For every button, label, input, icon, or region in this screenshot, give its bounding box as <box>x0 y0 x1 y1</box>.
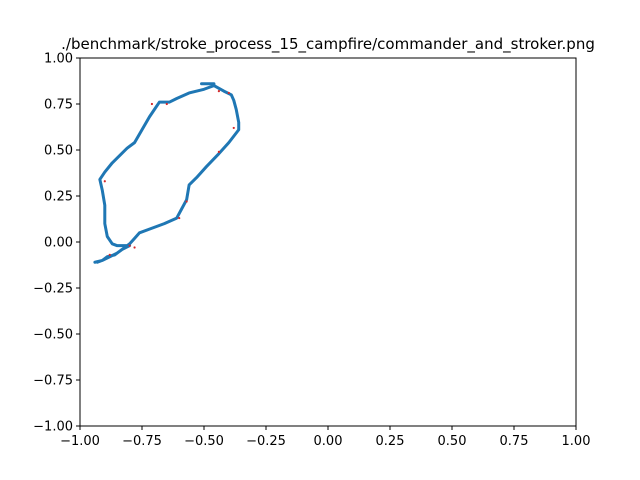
x-tick-label: −1.00 <box>60 434 100 449</box>
x-tick-label: 0.25 <box>376 434 405 449</box>
x-tick-label: −0.25 <box>246 434 286 449</box>
y-tick-label: −0.75 <box>33 374 73 389</box>
scatter-point <box>133 246 136 249</box>
y-tick-label: 0.00 <box>44 236 73 251</box>
y-tick-label: 0.25 <box>44 190 73 205</box>
scatter-point <box>165 102 168 106</box>
scatter-point <box>227 91 230 95</box>
y-tick-label: −0.25 <box>33 282 73 297</box>
x-tick-label: 0.50 <box>438 434 467 449</box>
scatter-point <box>185 200 188 203</box>
scatter-point <box>108 253 111 256</box>
scatter-point <box>150 102 154 106</box>
scatter-point <box>217 90 220 93</box>
chart-title: ./benchmark/stroke_process_15_campfire/c… <box>61 35 595 54</box>
y-tick-label: −0.50 <box>33 328 73 343</box>
y-axis: −1.00 −0.75 −0.50 −0.25 0.00 0.25 0.50 0.75 1.00 <box>33 52 80 435</box>
scatter-point <box>128 244 131 247</box>
x-axis: −1.00 −0.75 −0.50 −0.25 0.00 0.25 0.50 0.75 1.00 <box>60 426 590 449</box>
x-tick-label: −0.50 <box>184 434 224 449</box>
y-tick-label: 0.50 <box>44 144 73 159</box>
x-tick-label: 0.00 <box>314 434 343 449</box>
scatter-point <box>232 126 235 130</box>
y-tick-label: 1.00 <box>44 52 73 67</box>
y-tick-label: −1.00 <box>33 420 73 435</box>
scatter-point <box>178 216 181 220</box>
scatter-point <box>103 180 106 183</box>
stroke-line-1 <box>200 82 216 88</box>
x-tick-label: 0.75 <box>500 434 529 449</box>
scatter-point <box>217 150 220 153</box>
y-tick-label: 0.75 <box>44 98 73 113</box>
x-tick-label: 1.00 <box>562 434 591 449</box>
x-tick-label: −0.75 <box>122 434 162 449</box>
stroke-line-0 <box>93 84 241 264</box>
axes-frame <box>79 57 577 427</box>
plot-area <box>93 82 241 264</box>
